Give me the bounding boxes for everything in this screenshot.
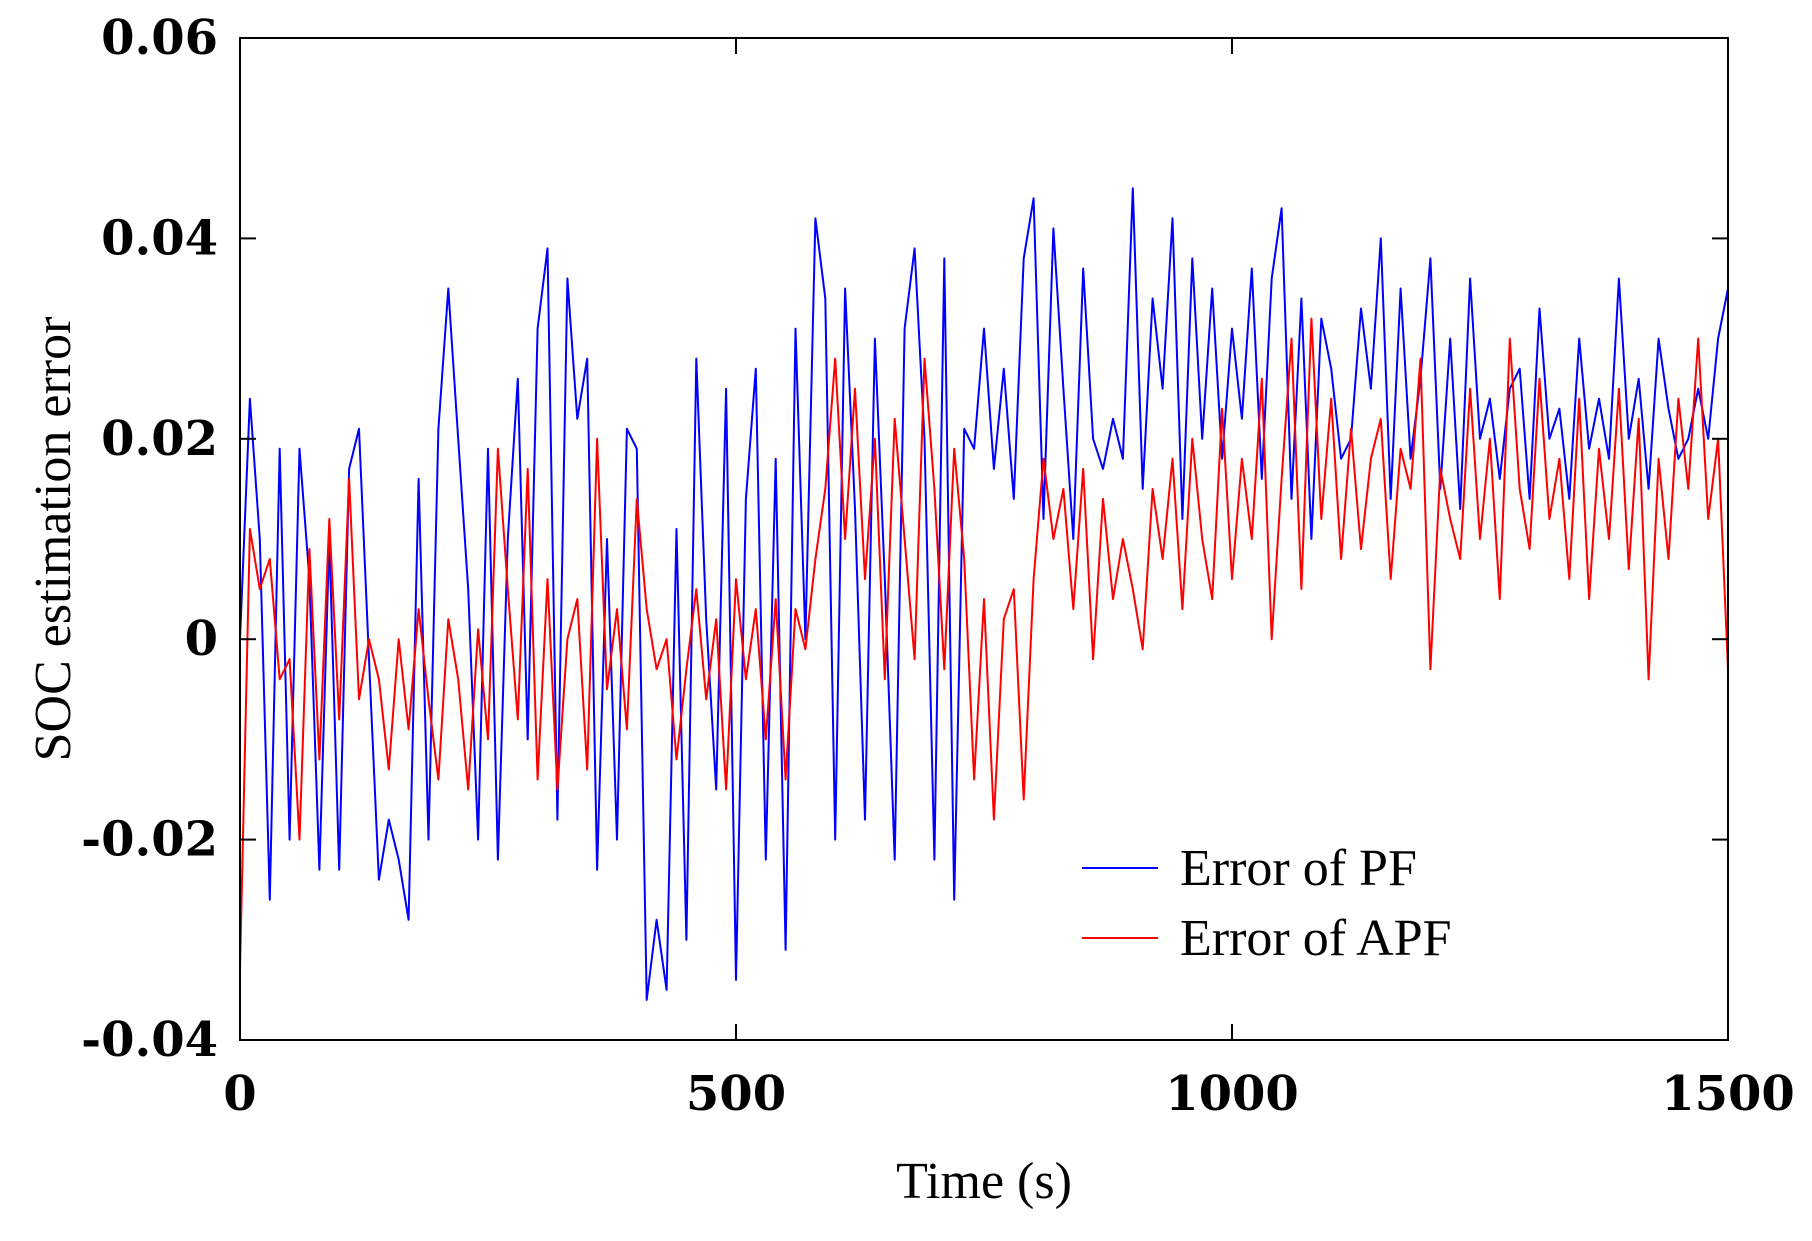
y-axis-label: SOC estimation error bbox=[25, 317, 82, 762]
series-layer bbox=[239, 187, 1729, 1001]
y-tick-label-4: 0.04 bbox=[101, 210, 218, 266]
y-tick-label-0: -0.04 bbox=[81, 1012, 218, 1068]
series-line-1 bbox=[239, 317, 1729, 970]
x-tick-label-3: 1500 bbox=[1661, 1066, 1795, 1122]
x-tick-label-1: 500 bbox=[686, 1066, 786, 1122]
y-tick-label-1: -0.02 bbox=[81, 812, 218, 868]
y-tick-label-3: 0.02 bbox=[101, 411, 218, 467]
y-tick-label-2: 0 bbox=[185, 611, 218, 667]
tick-labels-layer: -0.04 -0.02 0 0.02 0.04 0.06 0 500 1000 1500 bbox=[81, 10, 1795, 1122]
legend-label-pf: Error of PF bbox=[1180, 840, 1417, 897]
legend-label-apf: Error of APF bbox=[1180, 910, 1452, 967]
legend: Error of PF Error of APF bbox=[1082, 840, 1452, 967]
x-tick-label-2: 1000 bbox=[1165, 1066, 1299, 1122]
y-tick-label-5: 0.06 bbox=[101, 10, 218, 66]
plot-frame bbox=[239, 37, 1729, 1041]
x-axis-label: Time (s) bbox=[896, 1153, 1072, 1210]
x-tick-label-0: 0 bbox=[223, 1066, 256, 1122]
series-line-0 bbox=[239, 187, 1729, 1001]
ticks-layer bbox=[239, 37, 1729, 1041]
